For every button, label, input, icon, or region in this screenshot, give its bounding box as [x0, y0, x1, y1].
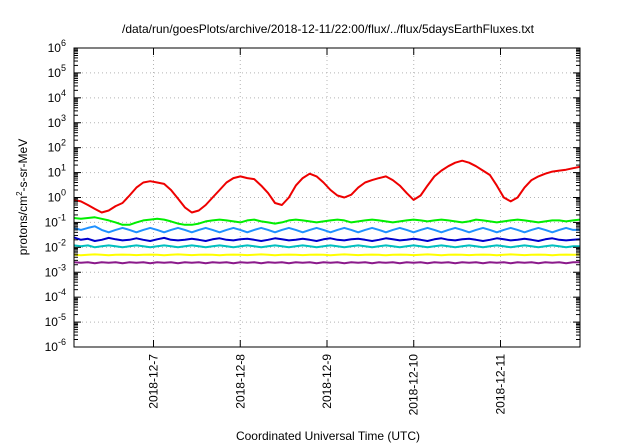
series-group: [73, 159, 581, 265]
y-tick-label: 10-3: [45, 262, 66, 279]
y-tick-label: 106: [48, 38, 66, 55]
x-tick-label: 2018-12-10: [407, 354, 421, 416]
y-tick-label: 10-6: [45, 337, 66, 354]
y-tick-base: 10: [48, 141, 62, 155]
grid: [74, 48, 580, 347]
y-tick-base: 10: [45, 315, 59, 329]
y-label-sup: 2: [15, 191, 24, 196]
y-tick-label: 10-5: [45, 312, 66, 329]
x-tick-label: 2018-12-9: [320, 354, 334, 409]
y-tick-exponent: -1: [58, 212, 66, 222]
y-label-prefix: protons/cm: [16, 196, 30, 255]
y-tick-exponent: -5: [58, 312, 66, 322]
y-tick-label: 104: [48, 88, 66, 105]
y-tick-label: 102: [48, 138, 66, 155]
y-tick-base: 10: [45, 340, 59, 354]
y-tick-base: 10: [48, 41, 62, 55]
y-tick-label: 10-1: [45, 212, 66, 229]
y-tick-label: 100: [48, 188, 66, 205]
y-tick-label: 101: [48, 163, 66, 180]
y-label-suffix: -s-sr-MeV: [16, 139, 30, 192]
y-tick-exponent: -4: [58, 287, 66, 297]
y-tick-exponent: -3: [58, 262, 66, 272]
y-tick-base: 10: [45, 215, 59, 229]
x-tick-label: 2018-12-7: [147, 354, 161, 409]
y-tick-base: 10: [45, 265, 59, 279]
x-axis-ticks: 2018-12-7 2018-12-8 2018-12-9 2018-12-10 201…: [147, 48, 507, 416]
series-line-2: [73, 216, 581, 226]
series-line-5: [73, 244, 580, 249]
y-tick-exponent: 5: [61, 63, 66, 73]
x-tick-label: 2018-12-8: [233, 354, 247, 409]
y-tick-exponent: 4: [61, 88, 66, 98]
y-tick-exponent: 0: [61, 188, 66, 198]
y-tick-label: 10-2: [45, 237, 66, 254]
series-line-7: [73, 261, 580, 265]
y-tick-label: 103: [48, 113, 66, 130]
y-tick-base: 10: [48, 91, 62, 105]
y-tick-base: 10: [48, 116, 62, 130]
y-tick-label: 105: [48, 63, 66, 80]
y-tick-exponent: 3: [61, 113, 66, 123]
series-line-3: [73, 225, 580, 234]
y-tick-label: 10-4: [45, 287, 66, 304]
series-line-6: [73, 253, 580, 257]
chart-title: /data/run/goesPlots/archive/2018-12-11/2…: [122, 22, 535, 36]
x-axis-label: Coordinated Universal Time (UTC): [236, 429, 420, 443]
y-tick-exponent: 1: [61, 163, 66, 173]
y-tick-base: 10: [48, 166, 62, 180]
y-axis-ticks: 10-610-510-410-310-210-11001011021031041…: [45, 38, 580, 354]
series-line-4: [73, 236, 581, 242]
y-axis-label: protons/cm2-s-sr-MeV: [15, 139, 30, 255]
y-tick-exponent: -6: [58, 337, 66, 347]
y-tick-base: 10: [45, 290, 59, 304]
y-tick-exponent: 2: [61, 138, 66, 148]
y-tick-base: 10: [48, 66, 62, 80]
y-tick-exponent: -2: [58, 237, 66, 247]
x-tick-label: 2018-12-11: [493, 354, 507, 415]
y-tick-base: 10: [48, 191, 62, 205]
y-tick-exponent: 6: [61, 38, 66, 48]
y-tick-base: 10: [45, 240, 59, 254]
series-line-1: [73, 159, 581, 214]
